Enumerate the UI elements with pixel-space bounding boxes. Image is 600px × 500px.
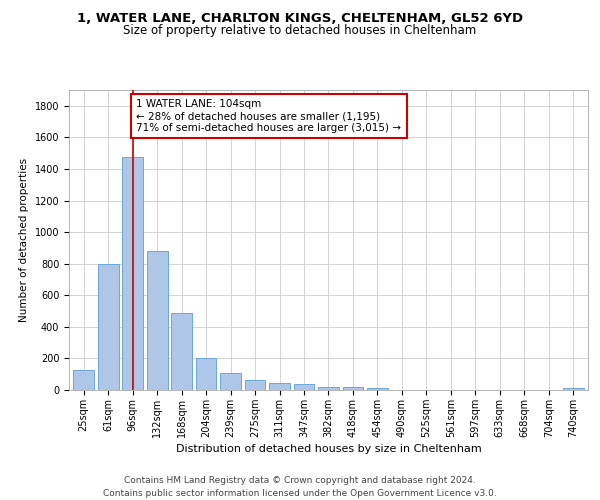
Bar bbox=[318, 386, 339, 390]
Bar bbox=[220, 374, 241, 390]
Bar bbox=[367, 388, 388, 390]
Bar bbox=[196, 358, 217, 390]
Bar bbox=[245, 380, 265, 390]
Text: 1 WATER LANE: 104sqm
← 28% of detached houses are smaller (1,195)
71% of semi-de: 1 WATER LANE: 104sqm ← 28% of detached h… bbox=[136, 100, 401, 132]
Bar bbox=[343, 387, 364, 390]
Bar bbox=[122, 157, 143, 390]
Bar bbox=[147, 251, 167, 390]
Text: 1, WATER LANE, CHARLTON KINGS, CHELTENHAM, GL52 6YD: 1, WATER LANE, CHARLTON KINGS, CHELTENHA… bbox=[77, 12, 523, 26]
Bar bbox=[563, 388, 584, 390]
Bar bbox=[269, 384, 290, 390]
Bar bbox=[98, 264, 119, 390]
Text: Contains HM Land Registry data © Crown copyright and database right 2024.
Contai: Contains HM Land Registry data © Crown c… bbox=[103, 476, 497, 498]
Bar bbox=[73, 370, 94, 390]
X-axis label: Distribution of detached houses by size in Cheltenham: Distribution of detached houses by size … bbox=[176, 444, 481, 454]
Bar bbox=[171, 312, 192, 390]
Text: Size of property relative to detached houses in Cheltenham: Size of property relative to detached ho… bbox=[124, 24, 476, 37]
Bar bbox=[293, 384, 314, 390]
Y-axis label: Number of detached properties: Number of detached properties bbox=[19, 158, 29, 322]
